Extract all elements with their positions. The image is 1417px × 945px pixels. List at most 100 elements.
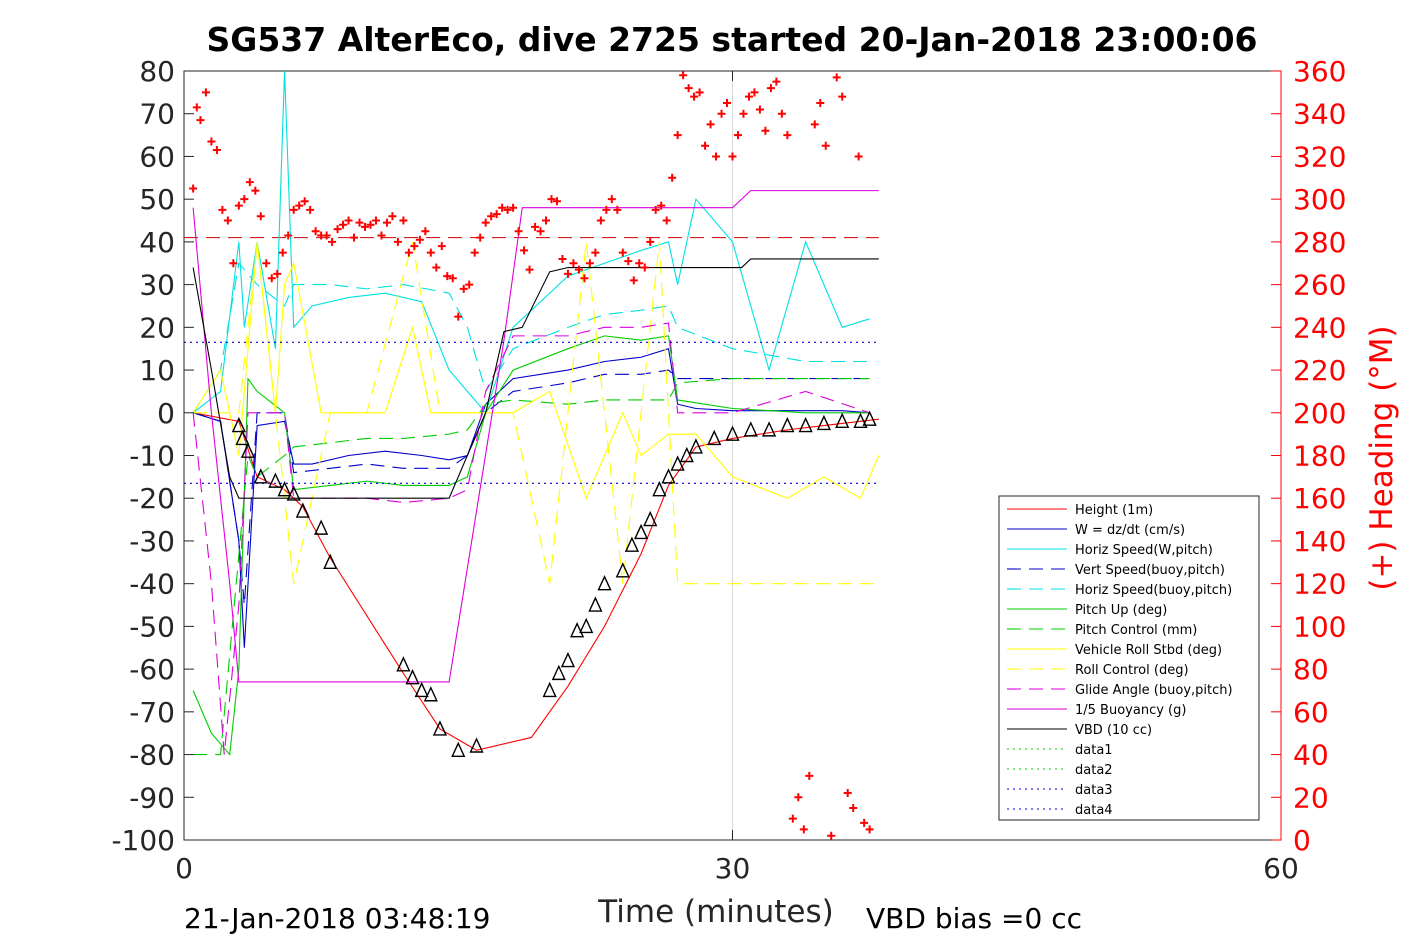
heading-point — [865, 825, 874, 834]
depth-marker — [633, 523, 649, 540]
depth-marker — [414, 681, 429, 698]
chart-title: SG537 AlterEco, dive 2725 started 20-Jan… — [206, 20, 1257, 59]
heading-point — [426, 248, 435, 257]
heading-point — [662, 216, 671, 225]
legend-entry: Height (1m) — [1075, 503, 1153, 518]
heading-point — [624, 257, 633, 266]
y2-tick-label: 200 — [1293, 397, 1346, 430]
heading-point — [810, 120, 819, 129]
legend-entry: Pitch Control (mm) — [1075, 623, 1197, 638]
heading-point — [306, 205, 315, 214]
heading-point — [607, 195, 616, 204]
depth-marker — [432, 720, 448, 736]
heading-point — [344, 216, 353, 225]
y-tick-label: -30 — [129, 525, 175, 558]
heading-point — [256, 212, 265, 221]
heading-point — [311, 227, 320, 236]
heading-point — [355, 218, 364, 227]
legend-entry: Vehicle Roll Stbd (deg) — [1075, 643, 1222, 658]
heading-point — [629, 276, 638, 285]
y2-tick-label: 140 — [1293, 525, 1346, 558]
heading-point — [832, 73, 841, 82]
depth-marker — [761, 421, 777, 437]
series-line-glide-angle-buoy-pitch — [192, 322, 870, 755]
y2-tick-label: 60 — [1293, 696, 1329, 729]
heading-point — [574, 265, 583, 274]
depth-marker — [240, 442, 256, 458]
heading-point — [421, 227, 430, 236]
depth-marker — [816, 414, 832, 431]
depth-marker — [323, 553, 338, 570]
heading-point — [410, 242, 419, 251]
x-tick-label: 0 — [175, 852, 193, 885]
footer-timestamp: 21-Jan-2018 03:48:19 — [184, 902, 490, 935]
legend-entry: Horiz Speed(W,pitch) — [1075, 543, 1213, 558]
heading-point — [799, 825, 808, 834]
x-axis-label: Time (minutes) — [597, 894, 833, 930]
heading-point — [591, 248, 600, 257]
heading-point — [618, 248, 627, 257]
heading-point — [613, 205, 622, 214]
series-line-vert-speed-buoy-pitch — [192, 369, 870, 606]
y2-tick-label: 0 — [1293, 824, 1311, 857]
y-tick-label: 10 — [139, 354, 175, 387]
y-tick-label: 80 — [139, 55, 175, 88]
series-line-height-1m — [193, 412, 879, 751]
series-line-horiz-speed-w-pitch — [192, 70, 870, 414]
heading-point — [596, 216, 605, 225]
heading-point — [640, 263, 649, 272]
heading-point — [218, 205, 227, 214]
heading-point — [465, 280, 474, 289]
depth-marker — [579, 617, 594, 634]
heading-point — [267, 274, 276, 283]
y2-tick-label: 300 — [1293, 183, 1346, 216]
heading-point — [339, 220, 348, 229]
heading-point — [245, 178, 254, 187]
heading-point — [838, 92, 847, 101]
legend-entry: data4 — [1075, 803, 1113, 818]
heading-point — [536, 227, 545, 236]
heading-point — [284, 231, 293, 240]
heading-point — [777, 109, 786, 118]
y2-tick-label: 220 — [1293, 354, 1346, 387]
y2-tick-label: 340 — [1293, 98, 1346, 131]
y-tick-label: -40 — [129, 568, 175, 601]
heading-point — [690, 92, 699, 101]
depth-marker — [862, 410, 877, 426]
heading-point — [388, 212, 397, 221]
heading-point — [695, 88, 704, 97]
footer-vbd-bias: VBD bias =0 cc — [866, 902, 1082, 935]
heading-point — [558, 254, 567, 263]
depth-marker — [551, 664, 566, 681]
depth-marker — [423, 686, 438, 702]
y-tick-label: 50 — [139, 183, 175, 216]
heading-point — [459, 284, 468, 293]
y-tick-label: -20 — [129, 482, 175, 515]
heading-point — [377, 231, 386, 240]
heading-point — [278, 248, 287, 257]
heading-point — [684, 84, 693, 93]
x-tick-label: 60 — [1263, 852, 1299, 885]
legend-entry: W = dz/dt (cm/s) — [1075, 523, 1185, 538]
heading-point — [794, 793, 803, 802]
heading-point — [657, 201, 666, 210]
legend-box — [998, 495, 1260, 821]
heading-point — [295, 201, 304, 210]
heading-point — [443, 272, 452, 281]
heading-point — [207, 137, 216, 146]
heading-point — [712, 152, 721, 161]
y2-tick-label: 40 — [1293, 739, 1329, 772]
depth-marker — [743, 421, 758, 437]
heading-point — [723, 99, 732, 108]
heading-point — [328, 237, 337, 246]
y2-tick-label: 260 — [1293, 269, 1346, 302]
heading-points-group — [189, 71, 874, 840]
heading-point — [821, 141, 830, 150]
heading-point — [498, 203, 507, 212]
depth-marker — [451, 741, 466, 757]
legend-entry: data3 — [1075, 783, 1113, 798]
legend-entry: data2 — [1075, 763, 1113, 778]
heading-point — [503, 205, 512, 214]
x-tick-label: 30 — [715, 852, 751, 885]
y2-tick-label: 160 — [1293, 482, 1346, 515]
